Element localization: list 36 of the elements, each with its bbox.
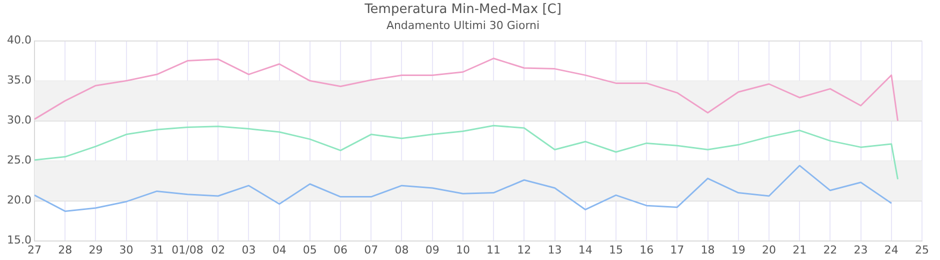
x-tick-label: 31 <box>150 243 164 256</box>
x-tick-label: 14 <box>578 243 592 256</box>
y-tick-label: 25.0 <box>6 154 32 167</box>
x-tick-label: 19 <box>731 243 746 256</box>
x-tick-label: 13 <box>548 243 562 256</box>
x-tick-label: 20 <box>762 243 776 256</box>
x-tick-label: 12 <box>517 243 532 256</box>
y-tick-label: 35.0 <box>6 74 32 87</box>
x-tick-label: 25 <box>915 243 929 256</box>
x-tick-label: 28 <box>58 243 72 256</box>
x-tick-label: 15 <box>608 243 623 256</box>
x-tick-label: 24 <box>884 243 898 256</box>
x-tick-label: 23 <box>854 243 868 256</box>
x-tick-label: 10 <box>456 243 470 256</box>
x-tick-label: 05 <box>302 243 317 256</box>
chart-subtitle: Andamento Ultimi 30 Giorni <box>386 19 540 32</box>
y-tick-label: 40.0 <box>6 34 32 47</box>
x-tick-label: 18 <box>700 243 715 256</box>
x-tick-label: 02 <box>211 243 226 256</box>
x-tick-label: 11 <box>486 243 501 256</box>
x-tick-label: 22 <box>823 243 838 256</box>
x-tick-label: 17 <box>670 243 684 256</box>
x-tick-label: 07 <box>364 243 378 256</box>
x-tick-label: 04 <box>272 243 286 256</box>
x-tick-label: 09 <box>425 243 440 256</box>
x-tick-label: 08 <box>394 243 409 256</box>
x-tick-label: 30 <box>119 243 134 256</box>
y-tick-label: 30.0 <box>6 114 32 127</box>
x-tick-label: 03 <box>242 243 256 256</box>
chart-title: Temperatura Min-Med-Max [C] <box>364 2 562 18</box>
x-tick-label: 06 <box>334 243 348 256</box>
x-tick-label: 21 <box>792 243 807 256</box>
x-tick-label: 01/08 <box>172 243 204 256</box>
x-tick-label: 29 <box>88 243 103 256</box>
x-tick-label: 16 <box>640 243 654 256</box>
y-tick-label: 20.0 <box>6 194 32 207</box>
